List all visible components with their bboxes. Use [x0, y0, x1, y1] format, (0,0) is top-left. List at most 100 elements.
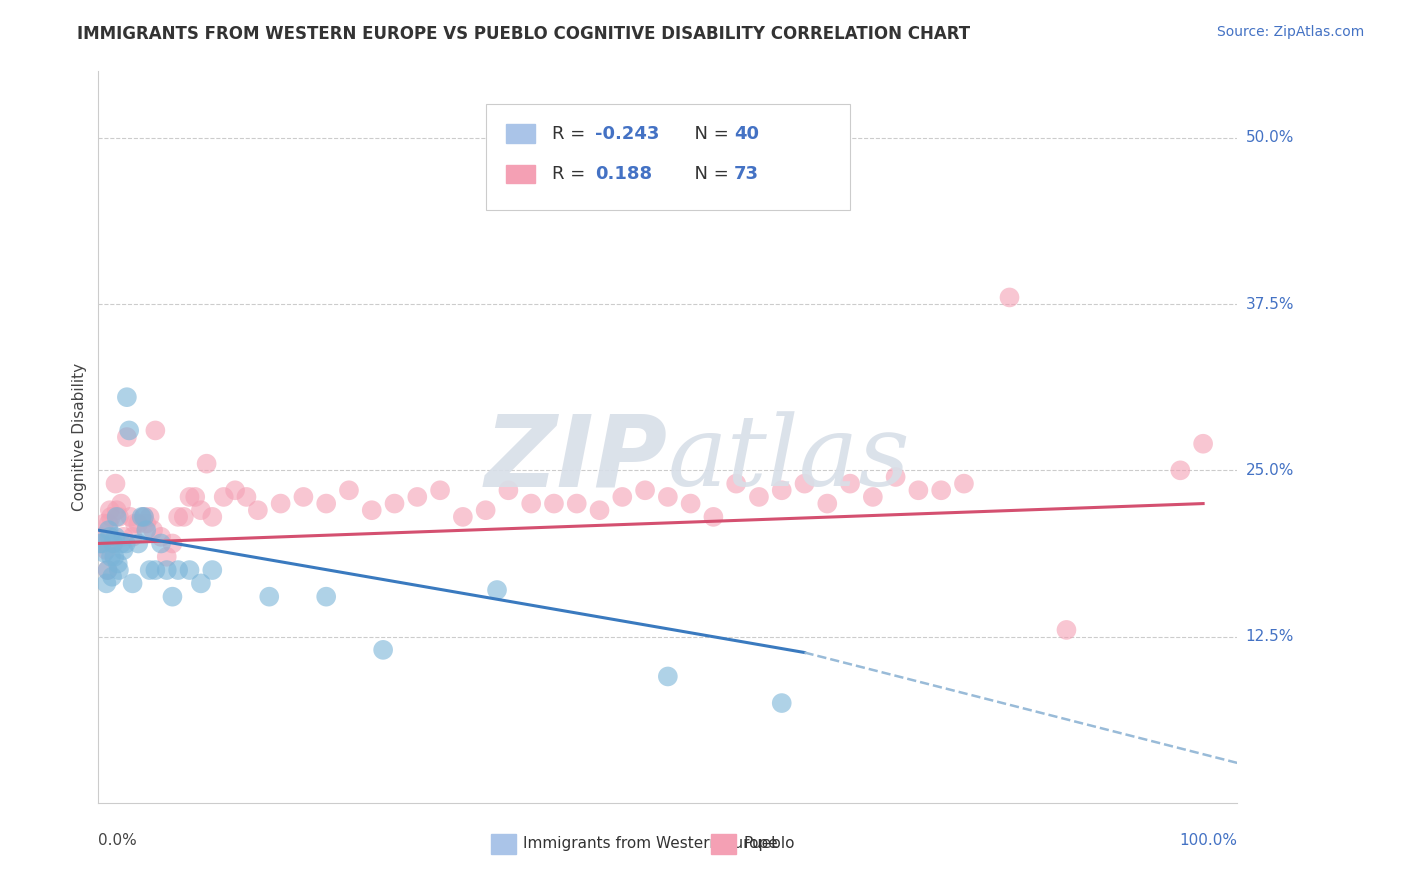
Bar: [506, 165, 534, 183]
Point: [108, 509, 131, 524]
Point: [98, 503, 121, 517]
Text: N =: N =: [683, 165, 734, 183]
Point: [270, 497, 292, 511]
Point: [89, 530, 111, 544]
Text: 73: 73: [734, 165, 759, 183]
Point: [543, 497, 565, 511]
Text: Source: ZipAtlas.com: Source: ZipAtlas.com: [1216, 25, 1364, 39]
Point: [839, 476, 862, 491]
Text: IMMIGRANTS FROM WESTERN EUROPE VS PUEBLO COGNITIVE DISABILITY CORRELATION CHART: IMMIGRANTS FROM WESTERN EUROPE VS PUEBLO…: [77, 25, 970, 43]
Point: [486, 582, 509, 597]
Point: [96, 576, 118, 591]
Point: [201, 509, 224, 524]
Point: [657, 490, 679, 504]
Point: [150, 536, 173, 550]
Text: 0.188: 0.188: [595, 165, 652, 183]
Point: [770, 483, 793, 498]
Text: 50.0%: 50.0%: [1246, 130, 1294, 145]
Point: [145, 424, 167, 438]
Point: [112, 543, 135, 558]
Point: [520, 497, 543, 511]
Point: [179, 563, 201, 577]
FancyBboxPatch shape: [485, 104, 851, 211]
Point: [212, 490, 235, 504]
Text: R =: R =: [551, 125, 591, 143]
Point: [173, 509, 195, 524]
Point: [90, 536, 112, 550]
Point: [998, 290, 1021, 304]
Point: [150, 530, 173, 544]
Point: [90, 536, 112, 550]
Point: [612, 490, 634, 504]
Point: [179, 490, 201, 504]
Point: [679, 497, 702, 511]
Point: [315, 497, 337, 511]
Point: [110, 536, 132, 550]
Point: [292, 490, 315, 504]
Point: [115, 390, 138, 404]
Point: [103, 549, 125, 564]
Point: [929, 483, 952, 498]
Point: [201, 563, 224, 577]
Point: [100, 509, 122, 524]
Point: [429, 483, 451, 498]
Point: [195, 457, 218, 471]
Point: [108, 563, 131, 577]
Point: [97, 523, 120, 537]
Point: [748, 490, 770, 504]
Point: [98, 530, 121, 544]
Point: [224, 483, 246, 498]
Point: [96, 563, 118, 577]
Point: [702, 509, 724, 524]
Point: [121, 530, 143, 544]
Point: [451, 509, 474, 524]
Text: Pueblo: Pueblo: [742, 837, 794, 851]
Point: [120, 509, 142, 524]
Point: [474, 503, 496, 517]
Point: [107, 557, 129, 571]
Point: [634, 483, 657, 498]
Point: [96, 563, 118, 577]
Point: [112, 530, 135, 544]
Point: [190, 576, 212, 591]
Point: [337, 483, 360, 498]
Point: [384, 497, 406, 511]
Text: Immigrants from Western Europe: Immigrants from Western Europe: [523, 837, 778, 851]
Point: [103, 536, 125, 550]
Text: 12.5%: 12.5%: [1246, 629, 1294, 644]
Text: 0.0%: 0.0%: [98, 833, 138, 848]
Point: [138, 563, 160, 577]
Point: [315, 590, 337, 604]
Point: [89, 536, 111, 550]
Point: [565, 497, 588, 511]
Point: [114, 536, 136, 550]
Point: [498, 483, 520, 498]
Point: [132, 509, 155, 524]
Point: [1192, 436, 1215, 450]
Text: ZIP: ZIP: [485, 410, 668, 508]
Point: [93, 516, 115, 531]
Point: [246, 503, 269, 517]
Point: [162, 536, 184, 550]
Y-axis label: Cognitive Disability: Cognitive Disability: [72, 363, 87, 511]
Text: 25.0%: 25.0%: [1246, 463, 1294, 478]
Point: [371, 643, 394, 657]
Point: [190, 503, 212, 517]
Point: [110, 497, 132, 511]
Point: [105, 503, 128, 517]
Point: [135, 516, 157, 531]
Point: [907, 483, 929, 498]
Point: [259, 590, 281, 604]
Point: [167, 509, 190, 524]
Point: [156, 563, 179, 577]
Point: [1054, 623, 1078, 637]
Point: [138, 509, 160, 524]
Point: [167, 563, 190, 577]
Text: 40: 40: [734, 125, 759, 143]
Point: [118, 424, 141, 438]
Point: [131, 509, 153, 524]
Point: [127, 516, 149, 531]
Point: [235, 490, 257, 504]
Point: [105, 509, 128, 524]
Point: [132, 509, 155, 524]
